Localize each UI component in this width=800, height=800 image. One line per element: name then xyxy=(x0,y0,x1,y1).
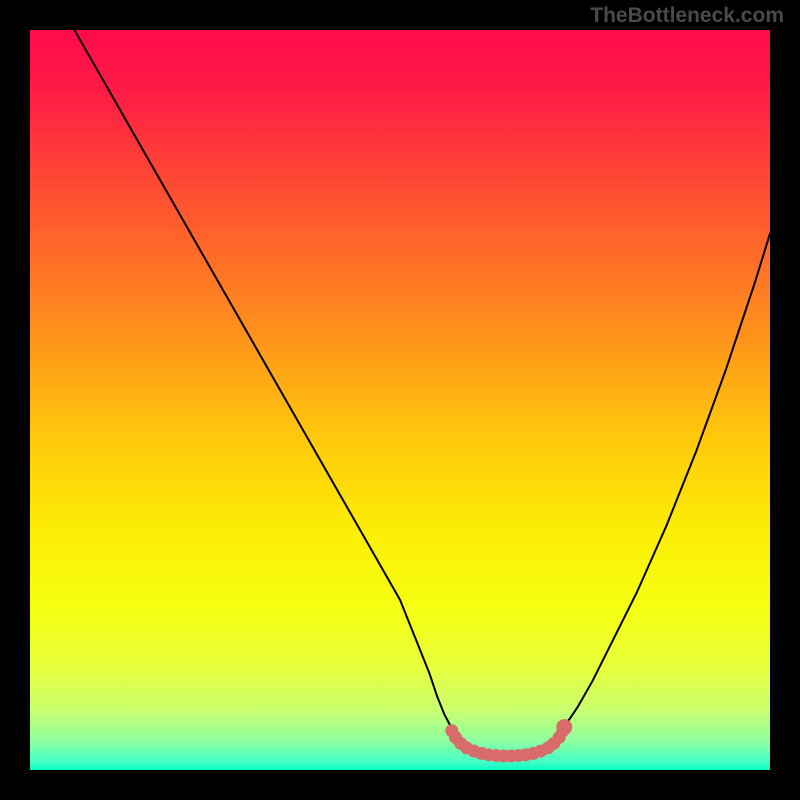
watermark-text: TheBottleneck.com xyxy=(590,4,784,28)
gradient-background xyxy=(30,30,770,770)
chart-svg xyxy=(30,30,770,770)
chart-container: TheBottleneck.com xyxy=(0,0,800,800)
plot-area xyxy=(30,30,770,770)
